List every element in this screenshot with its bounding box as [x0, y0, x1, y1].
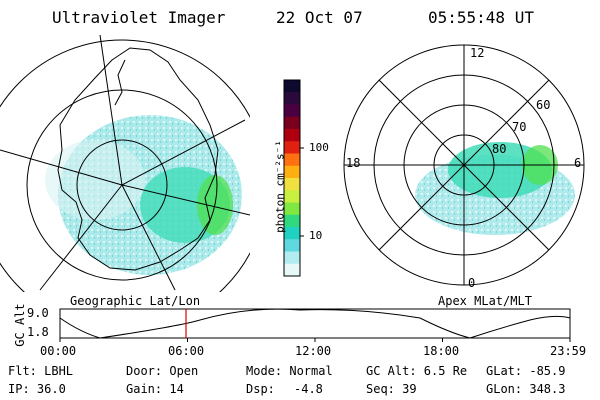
ip-info: IP: 36.0 — [8, 382, 66, 396]
altitude-axis-label: GC Alt — [13, 303, 27, 347]
colorbar-segment — [284, 92, 300, 105]
colorbar-segment — [284, 80, 300, 93]
colorbar-segment — [284, 251, 300, 265]
lat-circle-middle — [26, 89, 218, 281]
altitude-xtick-2: 12:00 — [295, 344, 332, 358]
seq-info: Seq: 39 — [366, 382, 417, 396]
door-info: Door: Open — [126, 364, 199, 378]
colorbar-segment — [284, 141, 300, 154]
mlt-label-12: 12 — [470, 46, 485, 60]
colorbar-tick-100: 100 — [309, 141, 329, 154]
altitude-xtick-4: 23:59 — [550, 344, 587, 358]
dsp-value: -4.8 — [294, 382, 323, 396]
colorbar-tick-10: 10 — [309, 229, 323, 242]
apex-polar-panel — [343, 44, 585, 286]
apex-emission-region — [415, 142, 575, 235]
colorbar-segment — [284, 202, 300, 216]
mlat-label-60: 60 — [536, 98, 551, 112]
colorbar-segment — [284, 214, 300, 228]
colorbar-ticks — [300, 147, 304, 237]
geographic-map-panel — [0, 34, 250, 292]
colorbar-segment — [284, 104, 300, 118]
gc-alt-info: GC Alt: 6.5 Re — [366, 364, 468, 378]
mlt-lines — [344, 45, 584, 285]
mlt-label-18: 18 — [346, 156, 361, 170]
glat-info: GLat: -85.9 — [486, 364, 566, 378]
lat-circle-outer — [0, 39, 250, 292]
altitude-strip — [59, 308, 571, 342]
dsp-label: Dsp: — [246, 382, 275, 396]
lat-circle-inner — [76, 139, 168, 231]
colorbar-segment — [284, 263, 300, 277]
mode-info: Mode: Normal — [246, 364, 333, 378]
altitude-xtick-0: 00:00 — [40, 344, 77, 358]
altitude-xticks — [59, 338, 571, 342]
colorbar-segment — [284, 165, 300, 179]
colorbar-segment — [284, 116, 300, 130]
mlat-label-80: 80 — [492, 142, 507, 156]
altitude-xtick-1: 06:00 — [168, 344, 205, 358]
gain-info: Gain: 14 — [126, 382, 184, 396]
colorbar-segment — [284, 190, 300, 203]
colorbar-segment — [284, 239, 300, 252]
mlt-label-0: 0 — [468, 276, 476, 290]
geographic-panel-label: Geographic Lat/Lon — [70, 294, 201, 308]
observation-date: 22 Oct 07 — [276, 8, 363, 27]
glon-info: GLon: 348.3 — [486, 382, 566, 396]
colorbar — [283, 79, 301, 277]
altitude-ytick-low: 1.8 — [27, 325, 49, 339]
filter-info: Flt: LBHL — [8, 364, 74, 378]
colorbar-unit-label: photon cm⁻²s⁻¹ — [273, 140, 287, 233]
mlt-label-6: 6 — [574, 156, 582, 170]
altitude-strip-frame — [59, 308, 571, 339]
colorbar-frame — [283, 79, 301, 277]
geo-emission-region — [45, 115, 242, 275]
mlat-label-70: 70 — [512, 120, 527, 134]
observation-time: 05:55:48 UT — [428, 8, 534, 27]
colorbar-segment — [284, 153, 300, 167]
altitude-curve — [59, 308, 571, 339]
altitude-ytick-high: 9.0 — [27, 306, 49, 320]
colorbar-segment — [284, 227, 300, 240]
instrument-title: Ultraviolet Imager — [52, 8, 226, 27]
colorbar-segment — [284, 178, 300, 191]
apex-panel-label: Apex MLat/MLT — [438, 294, 532, 308]
meridians — [0, 34, 250, 291]
colorbar-segment — [284, 129, 300, 142]
altitude-xtick-3: 18:00 — [423, 344, 460, 358]
